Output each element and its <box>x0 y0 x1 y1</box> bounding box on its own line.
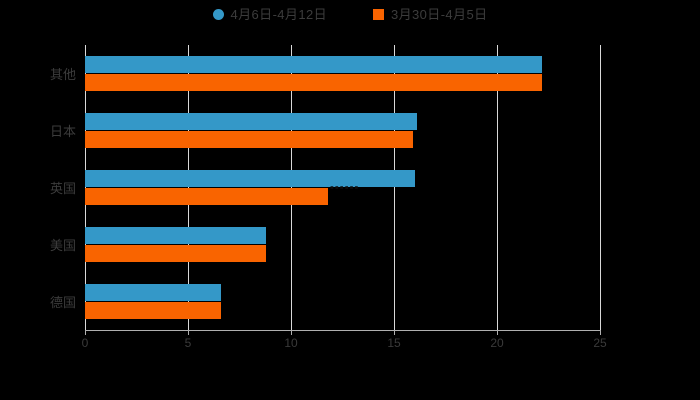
bar-日本-4月6日-4月12日[interactable] <box>85 113 417 130</box>
bar-group <box>85 216 600 273</box>
bar-其他-3月30日-4月5日[interactable] <box>85 74 543 91</box>
bar-日本-3月30日-4月5日[interactable] <box>85 131 413 148</box>
x-tick-label-15: 15 <box>387 336 401 350</box>
bar-其他-4月6日-4月12日[interactable] <box>85 56 543 73</box>
y-axis-label-其他: 其他 <box>49 66 76 82</box>
y-axis-label-美国: 美国 <box>49 237 76 253</box>
bar-group <box>85 45 600 102</box>
legend-item-series-2[interactable]: 3月30日-4月5日 <box>373 8 487 21</box>
legend-label-series-1: 4月6日-4月12日 <box>230 7 327 22</box>
bar-group <box>85 159 600 216</box>
x-tick-mark-10 <box>291 330 292 335</box>
y-axis-label-日本: 日本 <box>49 123 76 139</box>
x-tick-label-25: 25 <box>593 336 607 350</box>
x-tick-mark-25 <box>600 330 601 335</box>
bar-英国-3月30日-4月5日[interactable] <box>85 188 329 205</box>
x-tick-label-0: 0 <box>81 336 89 350</box>
x-tick-label-10: 10 <box>284 336 298 350</box>
legend-marker-square-icon <box>373 9 384 20</box>
legend-item-series-1[interactable]: 4月6日-4月12日 <box>212 7 327 22</box>
plot-area <box>85 45 601 330</box>
bar-美国-4月6日-4月12日[interactable] <box>85 227 267 244</box>
y-axis-label-英国: 英国 <box>49 180 76 196</box>
x-tick-mark-15 <box>394 330 395 335</box>
x-tick-mark-5 <box>188 330 189 335</box>
x-tick-mark-20 <box>497 330 498 335</box>
x-tick-label-5: 5 <box>184 336 192 350</box>
gridline-x-25 <box>600 45 601 330</box>
bar-group <box>85 102 600 159</box>
bar-德国-4月6日-4月12日[interactable] <box>85 284 221 301</box>
gridline-x-20 <box>497 45 498 330</box>
x-tick-mark-0 <box>85 330 86 335</box>
bar-group <box>85 273 600 330</box>
gridline-x-5 <box>188 45 189 330</box>
x-axis-line <box>85 330 601 331</box>
legend-label-series-2: 3月30日-4月5日 <box>391 7 488 22</box>
gridline-x-10 <box>291 45 292 330</box>
legend-marker-circle-icon <box>212 9 224 20</box>
bar-美国-3月30日-4月5日[interactable] <box>85 245 267 262</box>
bar-英国-4月6日-4月12日[interactable] <box>85 170 415 187</box>
chart-legend: 4月6日-4月12日 3月30日-4月5日 <box>0 8 700 21</box>
y-axis-label-德国: 德国 <box>49 294 76 310</box>
gridline-x-15 <box>394 45 395 330</box>
x-tick-label-20: 20 <box>490 336 504 350</box>
bar-德国-3月30日-4月5日[interactable] <box>85 302 221 319</box>
gridline-x-0 <box>85 45 86 330</box>
